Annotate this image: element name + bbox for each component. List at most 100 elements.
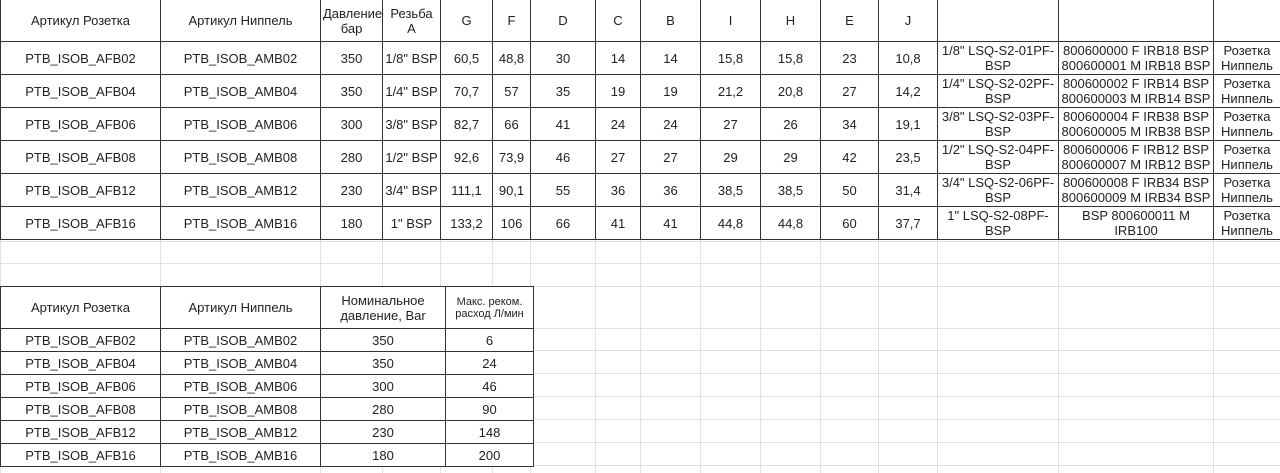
table-cell[interactable]: 38,5 (700, 173, 761, 207)
table-cell[interactable]: PTB_ISOB_AFB08 (0, 140, 161, 174)
table-cell[interactable]: 800600006 F IRB12 BSP 800600007 M IRB12 … (1058, 140, 1214, 174)
table-cell[interactable]: 35 (530, 74, 596, 108)
table-cell[interactable]: 3/4" BSP (382, 173, 441, 207)
table-cell[interactable]: 14 (640, 41, 701, 75)
table-cell[interactable]: Розетка Ниппель (1213, 107, 1280, 141)
table-cell[interactable]: 41 (640, 206, 701, 240)
column-header[interactable] (1058, 0, 1214, 42)
table-cell[interactable]: 60 (820, 206, 879, 240)
table-cell[interactable]: PTB_ISOB_AFB16 (0, 443, 161, 467)
table-cell[interactable]: PTB_ISOB_AFB08 (0, 397, 161, 421)
table-cell[interactable]: 46 (530, 140, 596, 174)
table-cell[interactable]: 44,8 (760, 206, 821, 240)
table-cell[interactable]: 148 (445, 420, 534, 444)
table-cell[interactable]: 300 (320, 107, 383, 141)
table-cell[interactable]: 180 (320, 443, 446, 467)
table-cell[interactable]: PTB_ISOB_AMB08 (160, 140, 321, 174)
table-cell[interactable]: 27 (595, 140, 641, 174)
table-cell[interactable]: 350 (320, 351, 446, 375)
table-cell[interactable]: PTB_ISOB_AMB16 (160, 206, 321, 240)
table-cell[interactable]: 15,8 (700, 41, 761, 75)
table-cell[interactable]: 41 (595, 206, 641, 240)
column-header[interactable]: B (640, 0, 701, 42)
table-cell[interactable]: PTB_ISOB_AFB12 (0, 420, 161, 444)
table-cell[interactable]: BSP 800600011 M IRB100 (1058, 206, 1214, 240)
table-cell[interactable]: 800600004 F IRB38 BSP 800600005 M IRB38 … (1058, 107, 1214, 141)
table-cell[interactable]: PTB_ISOB_AMB06 (160, 374, 321, 398)
column-header[interactable]: C (595, 0, 641, 42)
table-cell[interactable]: 29 (700, 140, 761, 174)
column-header[interactable] (1213, 0, 1280, 42)
table-cell[interactable]: 24 (640, 107, 701, 141)
column-header[interactable]: Макс. реком. расход Л/мин (445, 286, 534, 329)
table-cell[interactable]: 73,9 (492, 140, 531, 174)
table-cell[interactable]: 800600000 F IRB18 BSP 800600001 M IRB18 … (1058, 41, 1214, 75)
table-cell[interactable]: 230 (320, 173, 383, 207)
column-header[interactable]: Артикул Ниппель (160, 286, 321, 329)
table-cell[interactable]: 42 (820, 140, 879, 174)
table-cell[interactable]: Розетка Ниппель (1213, 41, 1280, 75)
table-cell[interactable]: 41 (530, 107, 596, 141)
table-cell[interactable]: 1/2" LSQ-S2-04PF-BSP (937, 140, 1059, 174)
table-cell[interactable]: PTB_ISOB_AMB02 (160, 41, 321, 75)
table-cell[interactable]: 70,7 (440, 74, 493, 108)
table-cell[interactable]: 24 (445, 351, 534, 375)
table-cell[interactable]: PTB_ISOB_AFB04 (0, 351, 161, 375)
table-cell[interactable]: PTB_ISOB_AFB04 (0, 74, 161, 108)
column-header[interactable]: F (492, 0, 531, 42)
table-cell[interactable]: 92,6 (440, 140, 493, 174)
table-cell[interactable]: 37,7 (878, 206, 938, 240)
table-cell[interactable]: 46 (445, 374, 534, 398)
table-cell[interactable]: 50 (820, 173, 879, 207)
table-cell[interactable]: 106 (492, 206, 531, 240)
table-cell[interactable]: PTB_ISOB_AMB12 (160, 173, 321, 207)
table-cell[interactable]: 3/4" LSQ-S2-06PF-BSP (937, 173, 1059, 207)
column-header[interactable]: Артикул Розетка (0, 0, 161, 42)
table-cell[interactable]: PTB_ISOB_AFB16 (0, 206, 161, 240)
table-cell[interactable]: 27 (640, 140, 701, 174)
table-cell[interactable]: Розетка Ниппель (1213, 74, 1280, 108)
table-cell[interactable]: 14 (595, 41, 641, 75)
table-cell[interactable]: 23 (820, 41, 879, 75)
table-cell[interactable]: 57 (492, 74, 531, 108)
table-cell[interactable]: 3/8" LSQ-S2-03PF-BSP (937, 107, 1059, 141)
column-header[interactable]: Номинальное давление, Bar (320, 286, 446, 329)
table-cell[interactable]: 3/8" BSP (382, 107, 441, 141)
table-cell[interactable]: PTB_ISOB_AFB12 (0, 173, 161, 207)
table-cell[interactable]: 44,8 (700, 206, 761, 240)
table-cell[interactable]: 19,1 (878, 107, 938, 141)
table-cell[interactable]: 10,8 (878, 41, 938, 75)
table-cell[interactable]: 31,4 (878, 173, 938, 207)
table-cell[interactable]: 15,8 (760, 41, 821, 75)
table-cell[interactable]: PTB_ISOB_AFB02 (0, 328, 161, 352)
table-cell[interactable]: 48,8 (492, 41, 531, 75)
table-cell[interactable]: 280 (320, 397, 446, 421)
table-cell[interactable]: 29 (760, 140, 821, 174)
table-cell[interactable]: 300 (320, 374, 446, 398)
column-header[interactable]: H (760, 0, 821, 42)
table-cell[interactable]: 66 (530, 206, 596, 240)
table-cell[interactable]: 23,5 (878, 140, 938, 174)
table-cell[interactable]: 21,2 (700, 74, 761, 108)
table-cell[interactable]: 1" BSP (382, 206, 441, 240)
table-cell[interactable]: 27 (820, 74, 879, 108)
table-cell[interactable]: 34 (820, 107, 879, 141)
table-cell[interactable]: PTB_ISOB_AMB06 (160, 107, 321, 141)
table-cell[interactable]: Розетка Ниппель (1213, 173, 1280, 207)
table-cell[interactable]: 1/2" BSP (382, 140, 441, 174)
table-cell[interactable]: 60,5 (440, 41, 493, 75)
table-cell[interactable]: 55 (530, 173, 596, 207)
table-cell[interactable]: PTB_ISOB_AMB02 (160, 328, 321, 352)
table-cell[interactable]: 230 (320, 420, 446, 444)
column-header[interactable] (937, 0, 1059, 42)
table-cell[interactable]: PTB_ISOB_AMB04 (160, 351, 321, 375)
table-cell[interactable]: PTB_ISOB_AMB12 (160, 420, 321, 444)
table-cell[interactable]: 350 (320, 74, 383, 108)
table-cell[interactable]: 1" LSQ-S2-08PF-BSP (937, 206, 1059, 240)
table-cell[interactable]: 14,2 (878, 74, 938, 108)
table-cell[interactable]: 36 (640, 173, 701, 207)
table-cell[interactable]: 19 (640, 74, 701, 108)
table-cell[interactable]: 180 (320, 206, 383, 240)
table-cell[interactable]: 82,7 (440, 107, 493, 141)
table-cell[interactable]: 1/8" LSQ-S2-01PF-BSP (937, 41, 1059, 75)
